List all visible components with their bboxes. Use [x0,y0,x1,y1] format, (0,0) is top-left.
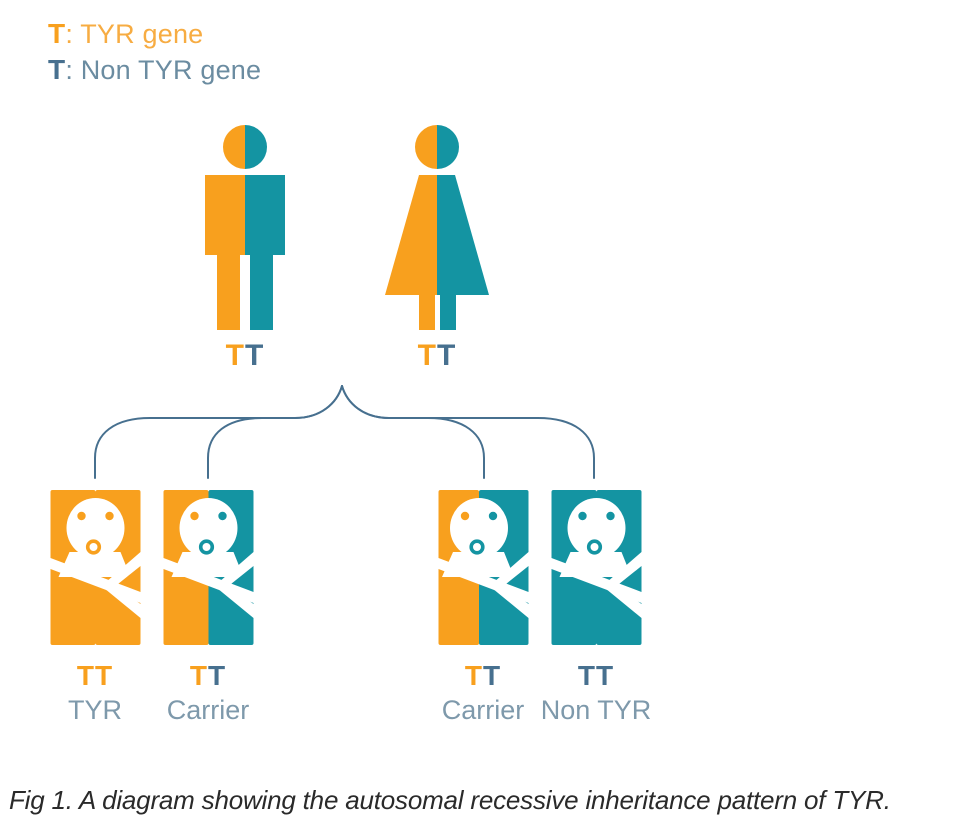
parent-female [377,125,497,330]
child-phenotype-label-2: Carrier [166,695,250,725]
allele-letter: T [417,339,437,372]
child-figure-4 [550,490,643,645]
allele-letter: T [189,660,208,691]
connector-curve [341,385,485,479]
allele-letter: T [596,660,615,691]
parent-female-genotype: TT [377,340,497,372]
allele-letter: T [245,339,265,372]
male-figure-icon [205,125,285,330]
child-genotype-1: TT [35,660,155,692]
legend-item-non-tyr-gene: T: Non TYR gene [48,52,261,88]
baby-icon [551,490,641,645]
baby-icon [50,490,140,645]
allele-letter: T [225,339,245,372]
legend-allele-non-tyr: T [48,54,66,85]
allele-letter: T [483,660,502,691]
child-figure-1 [49,490,142,645]
allele-letter: T [464,660,483,691]
child-genotype-3: TT [423,660,543,692]
baby-icon [163,490,253,645]
child-phenotype-label-3: Carrier [441,695,525,725]
legend-allele-tyr: T [48,18,66,49]
legend: T: TYR gene T: Non TYR gene [48,16,261,88]
legend-text-tyr: : TYR gene [65,19,204,49]
connector-curve [341,385,595,479]
parent-male-genotype: TT [185,340,305,372]
parent-male [195,125,295,330]
allele-letter: T [95,660,114,691]
child-genotype-2: TT [148,660,268,692]
allele-letter: T [76,660,95,691]
child-genotype-4: TT [536,660,656,692]
legend-item-tyr-gene: T: TYR gene [48,16,261,52]
connector-curve [207,385,343,479]
child-phenotype-label-1: TYR [68,695,122,725]
allele-letter: T [437,339,457,372]
child-phenotype-label-4: Non TYR [540,695,652,725]
allele-letter: T [208,660,227,691]
allele-letter: T [577,660,596,691]
female-figure-icon [385,125,489,330]
child-figure-2 [162,490,255,645]
connector-curve [94,385,343,479]
figure-caption: Fig 1. A diagram showing the autosomal r… [9,785,891,815]
baby-icon [438,490,528,645]
legend-text-non-tyr: : Non TYR gene [65,55,262,85]
child-figure-3 [437,490,530,645]
